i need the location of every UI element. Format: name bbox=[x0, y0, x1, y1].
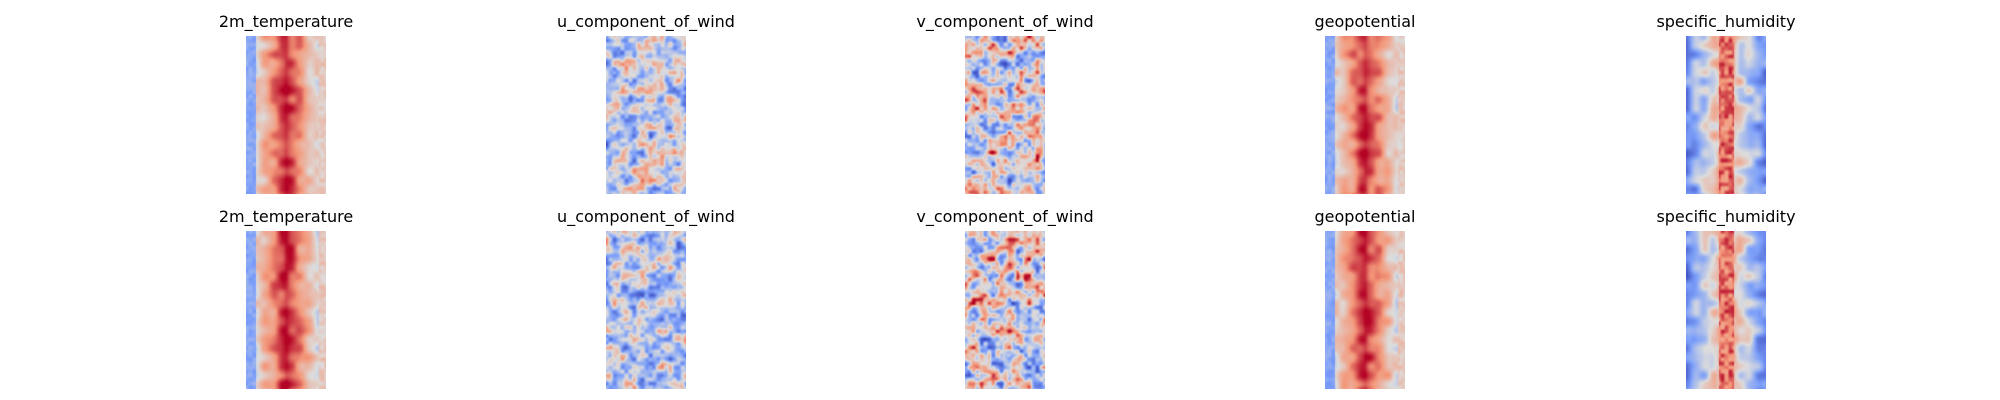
heatmap-panel bbox=[1686, 36, 1766, 194]
heatmap-panel bbox=[246, 36, 326, 194]
heatmap-panel bbox=[1325, 231, 1405, 389]
heatmap-panel bbox=[1686, 231, 1766, 389]
heatmap-panel bbox=[965, 231, 1045, 389]
panel-title: specific_humidity bbox=[1656, 12, 1796, 31]
heatmap-panel bbox=[246, 231, 326, 389]
panel-title: 2m_temperature bbox=[218, 12, 354, 31]
panel-title: specific_humidity bbox=[1656, 207, 1796, 226]
panel-title: geopotential bbox=[1314, 207, 1416, 226]
panel-title: 2m_temperature bbox=[218, 207, 354, 226]
panel-title: geopotential bbox=[1314, 12, 1416, 31]
heatmap-panel bbox=[606, 231, 686, 389]
panel-title: u_component_of_wind bbox=[557, 207, 735, 226]
heatmap-panel bbox=[965, 36, 1045, 194]
panel-title: u_component_of_wind bbox=[557, 12, 735, 31]
panel-title: v_component_of_wind bbox=[916, 207, 1094, 226]
heatmap-panel bbox=[1325, 36, 1405, 194]
panel-title: v_component_of_wind bbox=[916, 12, 1094, 31]
heatmap-panel bbox=[606, 36, 686, 194]
